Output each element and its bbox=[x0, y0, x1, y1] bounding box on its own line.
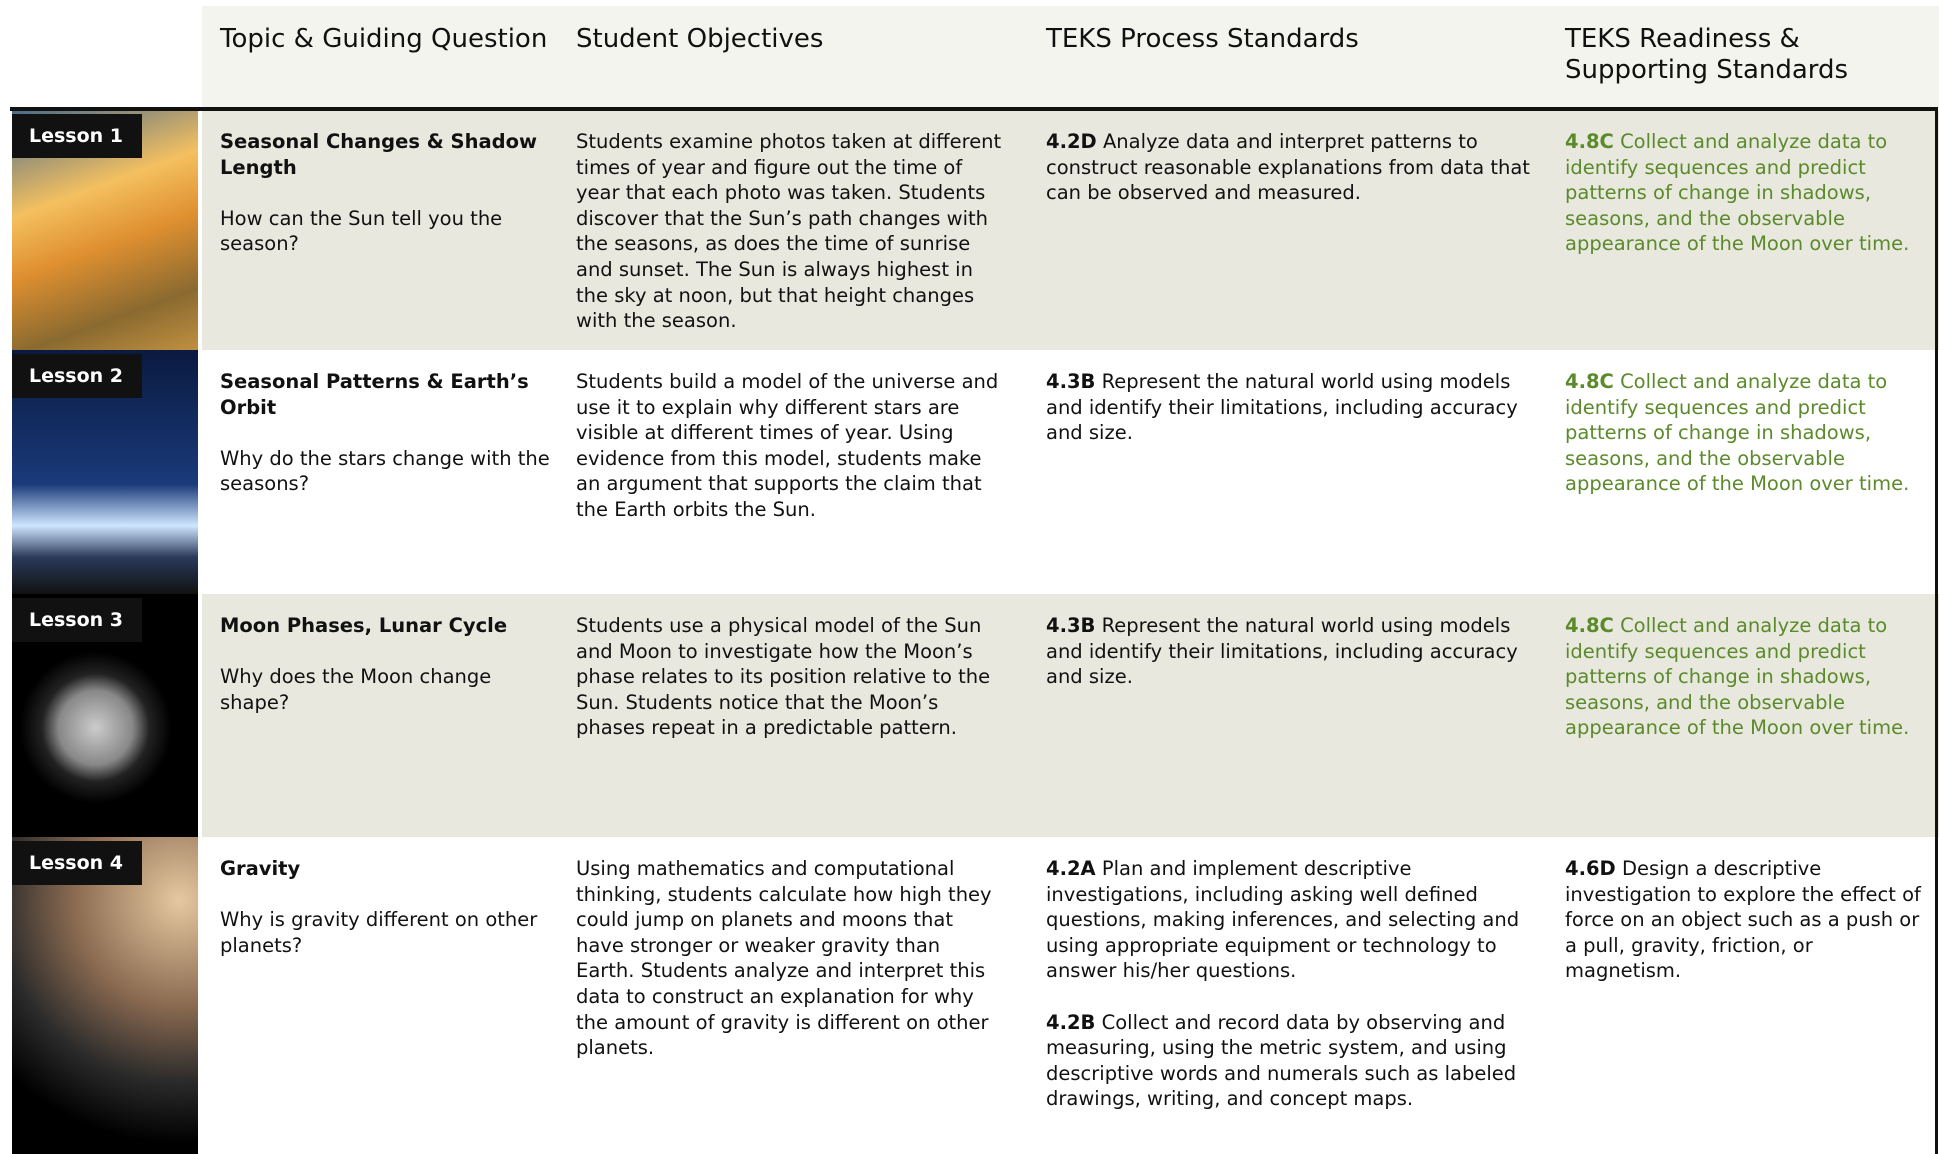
guiding-question: How can the Sun tell you the season? bbox=[220, 206, 503, 256]
table-border-top bbox=[10, 107, 1937, 111]
standard-code: 4.8C bbox=[1565, 130, 1614, 153]
standard-text: Represent the natural world using models… bbox=[1046, 370, 1518, 445]
lesson-label: Lesson 4 bbox=[12, 841, 142, 885]
lesson-image bbox=[12, 837, 198, 1154]
standard-code: 4.2B bbox=[1046, 1010, 1096, 1034]
process-cell: 4.3B Represent the natural world using m… bbox=[1046, 369, 1536, 446]
standard-code: 4.8C bbox=[1565, 370, 1614, 393]
guiding-question: Why is gravity different on other planet… bbox=[220, 908, 538, 957]
column-header: TEKS Readiness & Supporting Standards bbox=[1565, 24, 1849, 85]
topic-cell: Seasonal Patterns & Earth’s Orbit Why do … bbox=[220, 369, 550, 497]
readiness-standard: 4.8C Collect and analyze data to identif… bbox=[1565, 129, 1930, 257]
standard-text: Collect and record data by observing and… bbox=[1046, 1010, 1517, 1111]
topic-cell: Moon Phases, Lunar Cycle Why does the Moo… bbox=[220, 613, 550, 715]
standard-code: 4.8C bbox=[1565, 614, 1614, 637]
readiness-cell: 4.6D Design a descriptive investigation … bbox=[1565, 856, 1930, 984]
process-standard: 4.2D Analyze data and interpret patterns… bbox=[1046, 129, 1536, 206]
column-header: TEKS Process Standards bbox=[1046, 24, 1359, 54]
lesson-label: Lesson 1 bbox=[12, 114, 142, 158]
standard-text: Design a descriptive investigation to ex… bbox=[1565, 857, 1921, 983]
topic-cell: Gravity Why is gravity different on other… bbox=[220, 856, 550, 958]
objectives: Students use a physical model of the Sun… bbox=[576, 614, 991, 740]
process-standard: 4.3B Represent the natural world using m… bbox=[1046, 369, 1536, 446]
row-bg bbox=[202, 594, 1939, 837]
row-bg bbox=[202, 837, 1939, 1154]
standard-text: Collect and analyze data to identify seq… bbox=[1565, 370, 1910, 496]
objectives: Students examine photos taken at differe… bbox=[576, 130, 1002, 333]
header-bg bbox=[202, 6, 1939, 108]
table-border-right bbox=[1935, 107, 1938, 1154]
column-header: Student Objectives bbox=[576, 24, 824, 54]
guiding-question: Why do the stars change with the seasons… bbox=[220, 446, 550, 496]
readiness-cell: 4.8C Collect and analyze data to identif… bbox=[1565, 613, 1930, 741]
standard-code: 4.3B bbox=[1046, 614, 1096, 637]
readiness-cell: 4.8C Collect and analyze data to identif… bbox=[1565, 129, 1930, 257]
readiness-standard: 4.8C Collect and analyze data to identif… bbox=[1565, 369, 1930, 497]
process-standard: 4.3B Represent the natural world using m… bbox=[1046, 613, 1536, 690]
process-cell: 4.2D Analyze data and interpret patterns… bbox=[1046, 129, 1536, 206]
standard-text: Analyze data and interpret patterns to c… bbox=[1046, 130, 1530, 205]
process-standard: 4.2B Collect and record data by observin… bbox=[1046, 1010, 1536, 1112]
readiness-cell: 4.8C Collect and analyze data to identif… bbox=[1565, 369, 1930, 497]
standard-code: 4.3B bbox=[1046, 370, 1096, 393]
standard-code: 4.2A bbox=[1046, 857, 1096, 880]
topic-title: Seasonal Changes & Shadow Length bbox=[220, 130, 538, 179]
standard-text: Collect and analyze data to identify seq… bbox=[1565, 614, 1910, 740]
standard-code: 4.6D bbox=[1565, 857, 1616, 880]
topic-title: Moon Phases, Lunar Cycle bbox=[220, 614, 508, 637]
guiding-question: Why does the Moon change shape? bbox=[220, 665, 492, 714]
lesson-label: Lesson 2 bbox=[12, 354, 142, 398]
standard-text: Plan and implement descriptive investiga… bbox=[1046, 857, 1520, 983]
process-cell: 4.3B Represent the natural world using m… bbox=[1046, 613, 1536, 690]
row-bg bbox=[202, 350, 1939, 594]
readiness-standard: 4.6D Design a descriptive investigation … bbox=[1565, 856, 1930, 984]
standard-code: 4.2D bbox=[1046, 130, 1097, 153]
objectives: Using mathematics and computational thin… bbox=[576, 857, 992, 1060]
process-cell: 4.2A Plan and implement descriptive inve… bbox=[1046, 856, 1536, 1112]
column-header: Topic & Guiding Question bbox=[220, 24, 548, 54]
standard-text: Represent the natural world using models… bbox=[1046, 614, 1518, 689]
standard-text: Collect and analyze data to identify seq… bbox=[1565, 130, 1910, 256]
topic-title: Seasonal Patterns & Earth’s Orbit bbox=[220, 370, 529, 419]
topic-title: Gravity bbox=[220, 857, 301, 880]
process-standard: 4.2A Plan and implement descriptive inve… bbox=[1046, 856, 1536, 984]
lesson-label: Lesson 3 bbox=[12, 598, 142, 642]
row-bg bbox=[202, 110, 1939, 350]
readiness-standard: 4.8C Collect and analyze data to identif… bbox=[1565, 613, 1930, 741]
topic-cell: Seasonal Changes & Shadow Length How can … bbox=[220, 129, 550, 257]
objectives: Students build a model of the universe a… bbox=[576, 370, 999, 521]
